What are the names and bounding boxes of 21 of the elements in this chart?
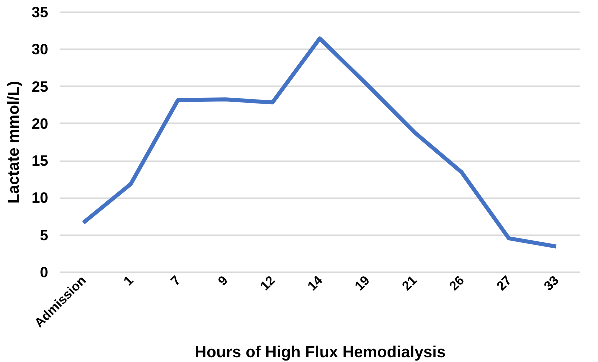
x-tick-label: 9 <box>215 272 231 289</box>
x-tick-label: 12 <box>257 272 278 294</box>
x-tick-label: 19 <box>352 272 373 294</box>
x-tick-label: 14 <box>304 272 326 294</box>
y-tick-label: 5 <box>40 227 48 244</box>
y-tick-label: 30 <box>32 42 48 59</box>
y-tick-label: 0 <box>40 264 48 282</box>
x-tick-label: 21 <box>399 272 420 294</box>
y-tick-label: 15 <box>32 153 48 170</box>
y-tick-label: 10 <box>32 190 48 208</box>
x-tick-label: 7 <box>168 272 184 289</box>
y-axis-title: Lactate mmol/L) <box>6 81 23 204</box>
x-tick-label: 33 <box>540 272 562 294</box>
x-tick-label: 27 <box>494 272 515 294</box>
line-series <box>82 36 558 249</box>
y-tick-label: 35 <box>32 4 48 22</box>
x-axis-title: Hours of High Flux Hemodialysis <box>195 344 446 362</box>
y-tick-label: 25 <box>32 78 48 96</box>
y-tick-label: 20 <box>32 116 48 133</box>
x-tick-label: 26 <box>446 272 468 294</box>
x-tick-label: 1 <box>120 272 136 289</box>
